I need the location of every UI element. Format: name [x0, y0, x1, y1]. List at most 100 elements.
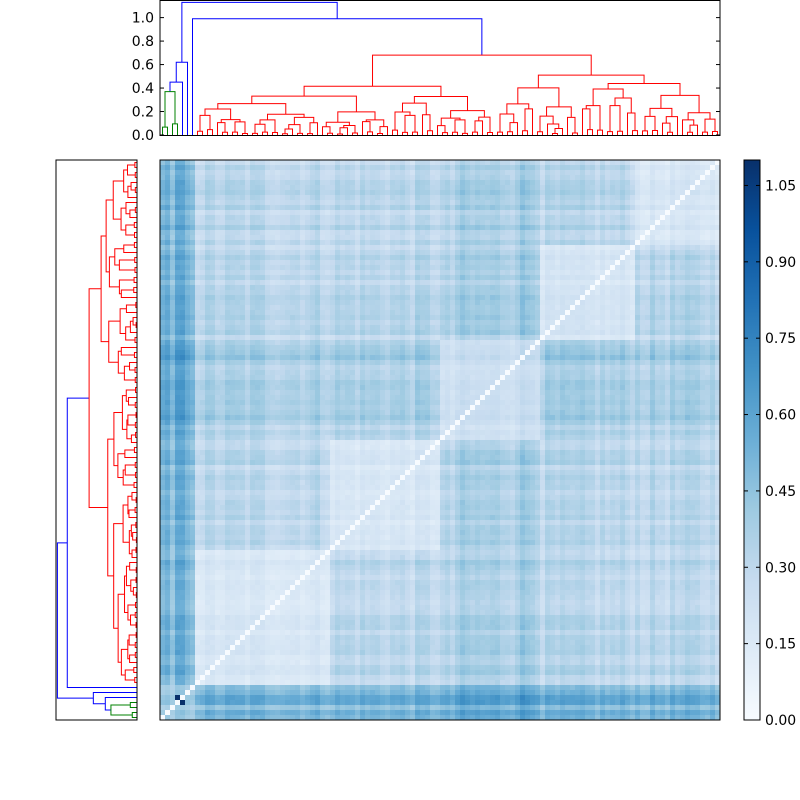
heatmap-cell [645, 170, 651, 176]
heatmap-cell [235, 185, 241, 191]
heatmap-cell [665, 170, 671, 176]
heatmap-cell [330, 310, 336, 316]
heatmap-cell [160, 205, 166, 211]
heatmap-cell [235, 265, 241, 271]
heatmap-cell [245, 285, 251, 291]
heatmap-cell [465, 320, 471, 326]
heatmap-cell [670, 355, 676, 361]
heatmap-cell [160, 240, 166, 246]
heatmap-cell [460, 325, 466, 331]
heatmap-cell [485, 280, 491, 286]
heatmap-cell [285, 215, 291, 221]
heatmap-cell [485, 350, 491, 356]
heatmap-cell [290, 170, 296, 176]
heatmap-cell [210, 345, 216, 351]
heatmap-cell [365, 310, 371, 316]
heatmap-cell [570, 245, 576, 251]
heatmap-cell [305, 275, 311, 281]
heatmap-cell [660, 195, 666, 201]
heatmap-cell [700, 240, 706, 246]
dendrogram-link [105, 199, 114, 273]
heatmap-cell [540, 245, 546, 251]
heatmap-cell [250, 180, 256, 186]
heatmap-cell [595, 205, 601, 211]
heatmap-cell [220, 365, 226, 371]
heatmap-cell [530, 175, 536, 181]
heatmap-cell [635, 280, 641, 286]
heatmap-cell [535, 220, 541, 226]
heatmap-cell [255, 275, 261, 281]
heatmap-cell [700, 330, 706, 336]
heatmap-cell [695, 320, 701, 326]
heatmap-cell [435, 265, 441, 271]
heatmap-cell [190, 160, 196, 166]
heatmap-cell [640, 360, 646, 366]
heatmap-cell [620, 185, 626, 191]
heatmap-cell [540, 295, 546, 301]
heatmap-cell [310, 220, 316, 226]
heatmap-cell [380, 340, 386, 346]
heatmap-cell [620, 240, 626, 246]
heatmap-cell [330, 170, 336, 176]
heatmap-cell [235, 320, 241, 326]
heatmap-cell [460, 205, 466, 211]
heatmap-cell [465, 340, 471, 346]
heatmap-cell [310, 255, 316, 261]
dendrogram-link [164, 91, 176, 128]
heatmap-cell [430, 215, 436, 221]
dendrogram-link [592, 88, 624, 106]
heatmap-cell [705, 355, 711, 361]
heatmap-cell [450, 210, 456, 216]
heatmap-cell [705, 195, 711, 201]
heatmap-cell [215, 285, 221, 291]
heatmap-cell [580, 260, 586, 266]
heatmap-cell [410, 225, 416, 231]
heatmap-cell [195, 305, 201, 311]
heatmap-cell [575, 235, 581, 241]
heatmap-cell [370, 260, 376, 266]
heatmap-cell [305, 235, 311, 241]
heatmap-cell [480, 300, 486, 306]
heatmap-cell [240, 370, 246, 376]
heatmap-cell [710, 250, 716, 256]
heatmap-cell [175, 220, 181, 226]
heatmap-cell [570, 180, 576, 186]
heatmap-cell [555, 260, 561, 266]
heatmap-cell [190, 340, 196, 346]
heatmap-cell [695, 365, 701, 371]
heatmap-cell [645, 235, 651, 241]
heatmap-cell [695, 285, 701, 291]
heatmap-cell [365, 210, 371, 216]
heatmap-cell [260, 245, 266, 251]
heatmap-cell [530, 165, 536, 171]
heatmap-cell [515, 350, 521, 356]
heatmap-cell [180, 305, 186, 311]
heatmap-cell [235, 360, 241, 366]
heatmap-cell [660, 210, 666, 216]
heatmap-cell [190, 210, 196, 216]
heatmap-cell [320, 340, 326, 346]
dendrogram-link [440, 117, 461, 126]
heatmap-cell [260, 220, 266, 226]
heatmap-cell [255, 295, 261, 301]
heatmap-cell [240, 275, 246, 281]
heatmap-cell [570, 260, 576, 266]
heatmap-cell [395, 165, 401, 171]
heatmap-cell [555, 345, 561, 351]
heatmap-cell [415, 365, 421, 371]
heatmap-cell [175, 210, 181, 216]
heatmap-cell [385, 200, 391, 206]
heatmap-cell [300, 175, 306, 181]
heatmap-cell [230, 260, 236, 266]
heatmap-cell [355, 340, 361, 346]
heatmap-cell [210, 265, 216, 271]
heatmap-cell [460, 285, 466, 291]
heatmap-cell [670, 270, 676, 276]
heatmap-cell [325, 330, 331, 336]
heatmap-cell [235, 190, 241, 196]
heatmap-cell [425, 365, 431, 371]
heatmap-cell [545, 180, 551, 186]
dendrogram-link [117, 453, 125, 478]
heatmap-cell [570, 345, 576, 351]
heatmap-cell [715, 265, 721, 271]
